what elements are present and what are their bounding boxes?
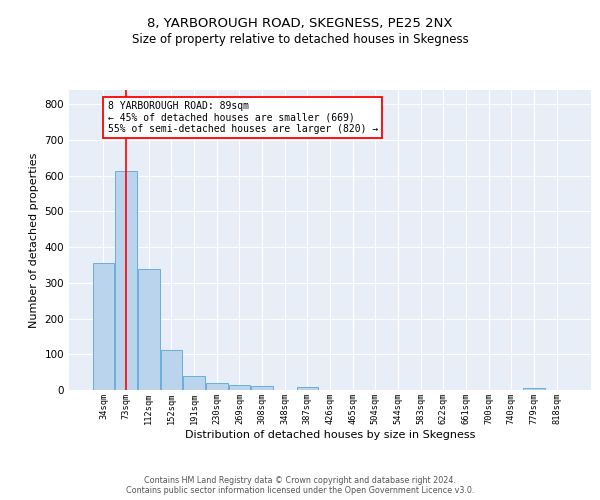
Bar bbox=[93, 262, 114, 390]
Bar bbox=[251, 386, 273, 390]
Bar bbox=[138, 270, 160, 390]
Bar bbox=[296, 387, 318, 390]
Bar bbox=[161, 350, 182, 390]
Bar bbox=[229, 384, 250, 390]
Bar bbox=[523, 388, 545, 390]
Bar bbox=[206, 383, 227, 390]
Text: 8 YARBOROUGH ROAD: 89sqm
← 45% of detached houses are smaller (669)
55% of semi-: 8 YARBOROUGH ROAD: 89sqm ← 45% of detach… bbox=[107, 101, 378, 134]
Bar bbox=[115, 170, 137, 390]
Text: 8, YARBOROUGH ROAD, SKEGNESS, PE25 2NX: 8, YARBOROUGH ROAD, SKEGNESS, PE25 2NX bbox=[147, 18, 453, 30]
Text: Size of property relative to detached houses in Skegness: Size of property relative to detached ho… bbox=[131, 32, 469, 46]
Y-axis label: Number of detached properties: Number of detached properties bbox=[29, 152, 39, 328]
X-axis label: Distribution of detached houses by size in Skegness: Distribution of detached houses by size … bbox=[185, 430, 475, 440]
Bar bbox=[184, 376, 205, 390]
Text: Contains HM Land Registry data © Crown copyright and database right 2024.
Contai: Contains HM Land Registry data © Crown c… bbox=[126, 476, 474, 495]
